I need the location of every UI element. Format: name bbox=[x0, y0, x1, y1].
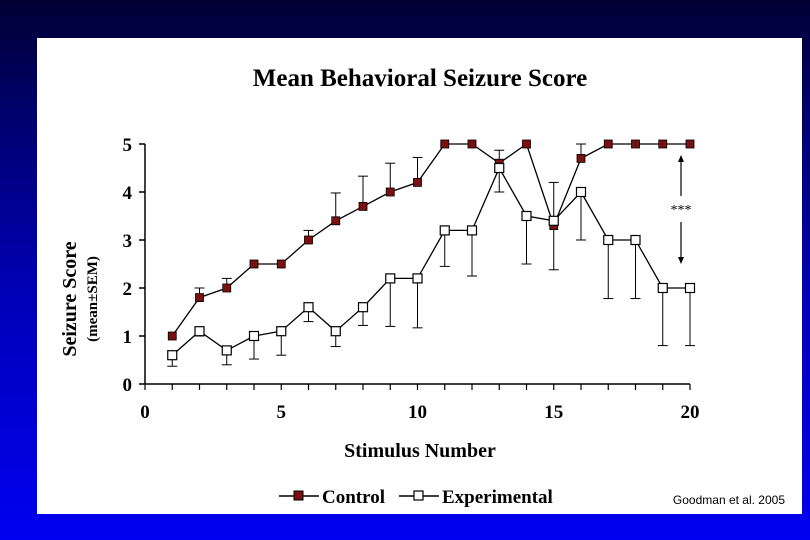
control-data-point bbox=[685, 139, 695, 149]
x-tick-label: 0 bbox=[140, 402, 150, 423]
control-data-point bbox=[304, 235, 313, 245]
control-data-point bbox=[467, 139, 477, 149]
control-data-point bbox=[222, 283, 232, 293]
experimental-data-point bbox=[330, 326, 341, 337]
error-bars bbox=[167, 143, 695, 367]
control-data-point bbox=[276, 259, 286, 269]
source-citation: Goodman et al. 2005 bbox=[673, 493, 785, 507]
x-tick-label: 5 bbox=[277, 402, 287, 423]
arrowhead-down bbox=[678, 257, 684, 264]
experimental-data-point bbox=[221, 345, 232, 356]
axes bbox=[139, 143, 691, 390]
control-data-point bbox=[195, 293, 204, 303]
y-tick-label: 5 bbox=[123, 135, 133, 156]
y-tick-label: 1 bbox=[123, 327, 133, 348]
control-data-point bbox=[440, 139, 450, 149]
control-data-point bbox=[167, 331, 177, 341]
legend-item-control: Control bbox=[279, 487, 385, 508]
experimental-data-point bbox=[575, 186, 587, 198]
x-tick-label: 10 bbox=[408, 402, 427, 423]
experimental-data-point bbox=[357, 302, 369, 313]
significance-annotation: *** bbox=[671, 155, 692, 264]
control-data-point bbox=[249, 259, 259, 269]
experimental-data-point bbox=[385, 273, 396, 284]
control-data-point bbox=[603, 139, 613, 149]
y-tick-label: 4 bbox=[123, 183, 133, 204]
experimental-data-point bbox=[630, 234, 641, 246]
y-axis-label: Seizure Score bbox=[59, 241, 81, 356]
control-data-point bbox=[658, 139, 668, 149]
experimental-data-point bbox=[494, 162, 505, 174]
chart-panel: Mean Behavioral Seizure Score 0 1 2 3 4 5 0 5 1… bbox=[37, 38, 802, 514]
open-square-marker-icon bbox=[413, 490, 424, 501]
significance-stars: *** bbox=[671, 203, 692, 218]
y-tick-label: 3 bbox=[123, 231, 133, 252]
experimental-data-point bbox=[276, 326, 287, 337]
experimental-data-point bbox=[657, 282, 668, 294]
experimental-data-point bbox=[412, 273, 423, 284]
legend-item-experimental: Experimental bbox=[399, 487, 553, 508]
legend-label-control: Control bbox=[322, 487, 385, 508]
seizure-score-chart: Mean Behavioral Seizure Score 0 1 2 3 4 5 0 5 1… bbox=[59, 65, 785, 508]
arrowhead-up bbox=[678, 155, 684, 162]
control-data-point bbox=[576, 154, 586, 163]
experimental-data-point bbox=[603, 234, 614, 246]
y-tick-label: 0 bbox=[123, 375, 133, 396]
experimental-data-point bbox=[439, 225, 450, 236]
x-tick-labels: 0 5 10 15 20 bbox=[140, 402, 699, 423]
legend: Control Experimental bbox=[279, 487, 553, 508]
y-tick-labels: 0 1 2 3 4 5 bbox=[123, 135, 133, 396]
experimental-data-point bbox=[521, 210, 532, 222]
experimental-data-point bbox=[303, 302, 314, 313]
control-data-point bbox=[385, 187, 395, 197]
experimental-data-point bbox=[248, 330, 260, 342]
legend-label-experimental: Experimental bbox=[442, 487, 553, 508]
series-markers bbox=[167, 139, 696, 361]
control-series-line bbox=[171, 142, 690, 337]
filled-square-marker-icon bbox=[293, 490, 304, 501]
y-axis-sublabel: (mean±SEM) bbox=[85, 256, 101, 342]
x-axis-label: Stimulus Number bbox=[344, 440, 496, 462]
control-data-point bbox=[358, 201, 368, 211]
chart-title: Mean Behavioral Seizure Score bbox=[253, 65, 587, 92]
experimental-data-point bbox=[466, 225, 478, 236]
control-data-point bbox=[331, 216, 341, 226]
control-data-point bbox=[631, 139, 640, 149]
x-tick-label: 20 bbox=[681, 402, 700, 423]
experimental-data-point bbox=[684, 282, 696, 294]
control-data-point bbox=[413, 177, 422, 187]
control-data-point bbox=[522, 139, 531, 149]
series-lines bbox=[171, 142, 690, 356]
experimental-data-point bbox=[548, 215, 559, 226]
x-tick-label: 15 bbox=[544, 402, 563, 423]
y-tick-label: 2 bbox=[123, 279, 133, 300]
experimental-data-point bbox=[167, 350, 178, 361]
experimental-data-point bbox=[194, 326, 205, 337]
